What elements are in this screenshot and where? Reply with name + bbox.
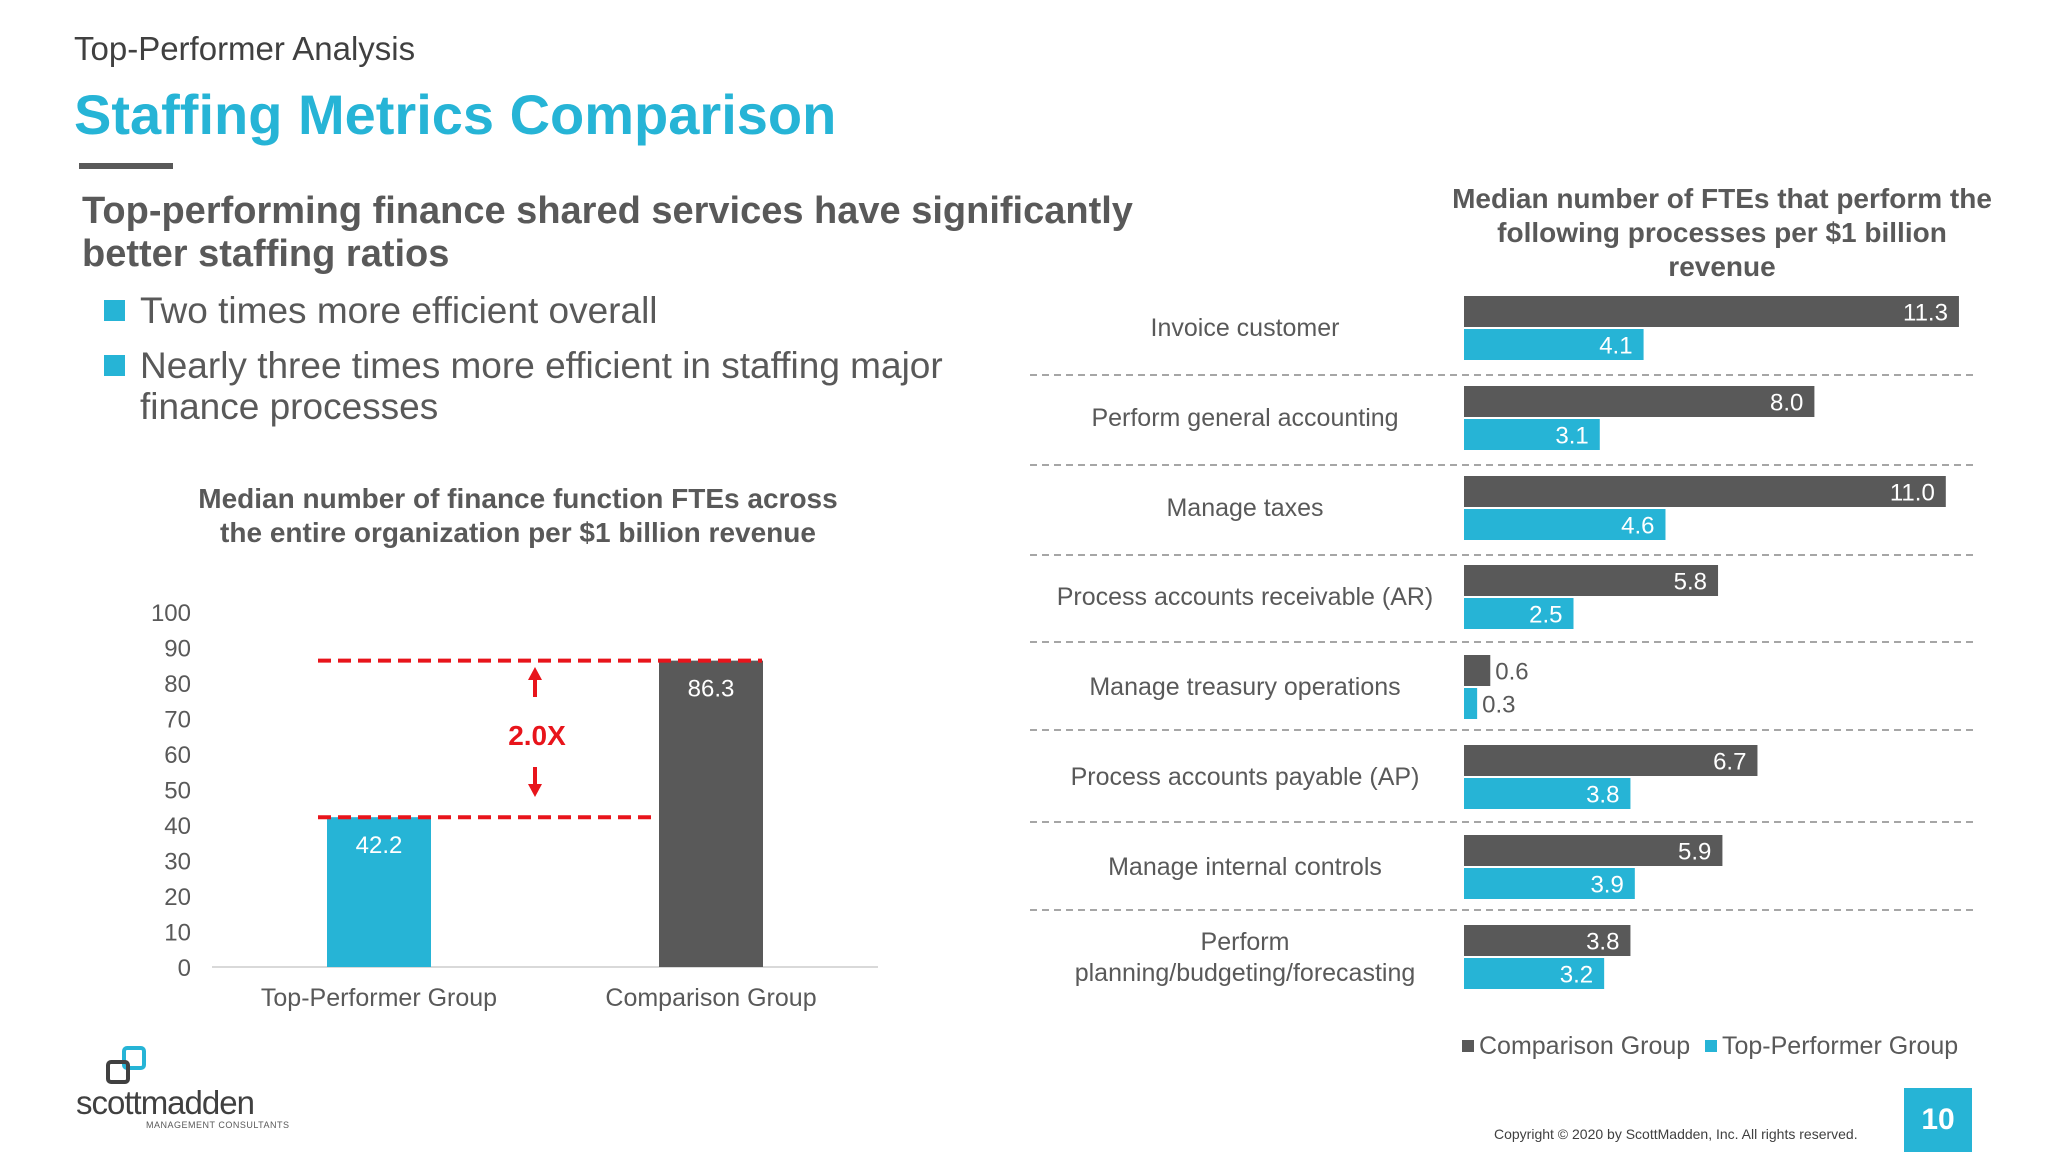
- slide-title: Staffing Metrics Comparison: [74, 83, 837, 146]
- x-tick-label: Comparison Group: [605, 984, 816, 1012]
- data-label: 86.3: [688, 676, 735, 703]
- arrow-down-icon: [528, 784, 542, 797]
- legend-swatch: [1462, 1040, 1474, 1052]
- bar: [1464, 329, 1644, 360]
- bar: [1464, 868, 1635, 899]
- bar: [1464, 296, 1959, 327]
- bar: [1464, 655, 1491, 686]
- y-tick-label: 30: [164, 849, 191, 876]
- category-label: planning/budgeting/forecasting: [1075, 959, 1416, 987]
- data-label: 4.1: [1599, 333, 1632, 360]
- y-tick-label: 100: [151, 600, 191, 627]
- y-tick-label: 60: [164, 742, 191, 769]
- ratio-annotation: 2.0X: [508, 720, 566, 751]
- bullet-item: Nearly three times more efficient in sta…: [104, 345, 1040, 427]
- legend-label: Top-Performer Group: [1722, 1032, 1958, 1060]
- category-label: Manage internal controls: [1108, 853, 1382, 881]
- data-label: 11.3: [1903, 300, 1948, 327]
- data-label: 5.8: [1674, 569, 1707, 596]
- category-label: Invoice customer: [1151, 314, 1340, 342]
- y-tick-label: 70: [164, 707, 191, 734]
- page-number: 10: [1904, 1088, 1972, 1152]
- data-label: 3.8: [1586, 929, 1619, 956]
- data-label: 2.5: [1529, 602, 1562, 629]
- title-underline: [79, 163, 173, 169]
- bullet-text: Two times more efficient overall: [140, 290, 658, 331]
- x-tick-label: Top-Performer Group: [261, 984, 497, 1012]
- category-label: Process accounts payable (AP): [1071, 763, 1420, 791]
- data-label: 42.2: [356, 832, 403, 859]
- category-label: Perform: [1201, 928, 1290, 956]
- category-label: Manage taxes: [1166, 494, 1323, 522]
- y-tick-label: 90: [164, 636, 191, 663]
- data-label: 4.6: [1621, 513, 1654, 540]
- data-label: 3.1: [1555, 423, 1588, 450]
- data-label: 5.9: [1678, 839, 1711, 866]
- category-label: Process accounts receivable (AR): [1057, 583, 1434, 611]
- legend-label: Comparison Group: [1479, 1032, 1690, 1060]
- bar: [1464, 598, 1574, 629]
- y-tick-label: 80: [164, 671, 191, 698]
- logo-subtext: MANAGEMENT CONSULTANTS: [146, 1120, 290, 1130]
- y-tick-label: 10: [164, 920, 191, 947]
- data-label: 0.6: [1495, 659, 1528, 686]
- bullet-square-icon: [104, 355, 125, 376]
- arrow-up-icon: [528, 667, 542, 680]
- bar: [1464, 419, 1600, 450]
- data-label: 3.9: [1590, 872, 1623, 899]
- data-label: 3.8: [1586, 782, 1619, 809]
- logo-wordmark: scottmadden: [76, 1084, 255, 1121]
- logo-icon: [106, 1046, 146, 1084]
- y-tick-label: 0: [178, 955, 191, 982]
- legend-swatch: [1705, 1040, 1717, 1052]
- y-tick-label: 20: [164, 884, 191, 911]
- y-tick-label: 40: [164, 813, 191, 840]
- category-label: Perform general accounting: [1091, 404, 1398, 432]
- data-label: 8.0: [1770, 390, 1803, 417]
- bar: [1464, 386, 1815, 417]
- category-label: Manage treasury operations: [1089, 673, 1400, 701]
- bar: [1464, 509, 1666, 540]
- summary-headline: Top-performing finance shared services h…: [82, 190, 1133, 275]
- bar: [1464, 958, 1605, 989]
- bar: [1464, 476, 1946, 507]
- left-chart-title: Median number of finance function FTEs a…: [198, 483, 838, 548]
- y-tick-label: 50: [164, 778, 191, 805]
- bullet-text: Nearly three times more efficient in sta…: [140, 345, 943, 427]
- data-label: 3.2: [1560, 962, 1593, 989]
- bar: [1464, 565, 1719, 596]
- copyright: Copyright © 2020 by ScottMadden, Inc. Al…: [1494, 1126, 1858, 1142]
- data-label: 6.7: [1713, 749, 1746, 776]
- bullet-item: Two times more efficient overall: [104, 290, 1040, 331]
- bar: [1464, 745, 1758, 776]
- bar: [659, 660, 763, 967]
- bar: [1464, 688, 1478, 719]
- data-label: 0.3: [1482, 692, 1515, 719]
- bar: [1464, 835, 1723, 866]
- data-label: 11.0: [1890, 480, 1935, 507]
- bullet-square-icon: [104, 300, 125, 321]
- slide-supertitle: Top-Performer Analysis: [74, 30, 416, 67]
- bar: [1464, 778, 1631, 809]
- right-chart-title: Median number of FTEs that perform the f…: [1452, 183, 1992, 282]
- bar: [1464, 925, 1631, 956]
- bar: [327, 817, 431, 967]
